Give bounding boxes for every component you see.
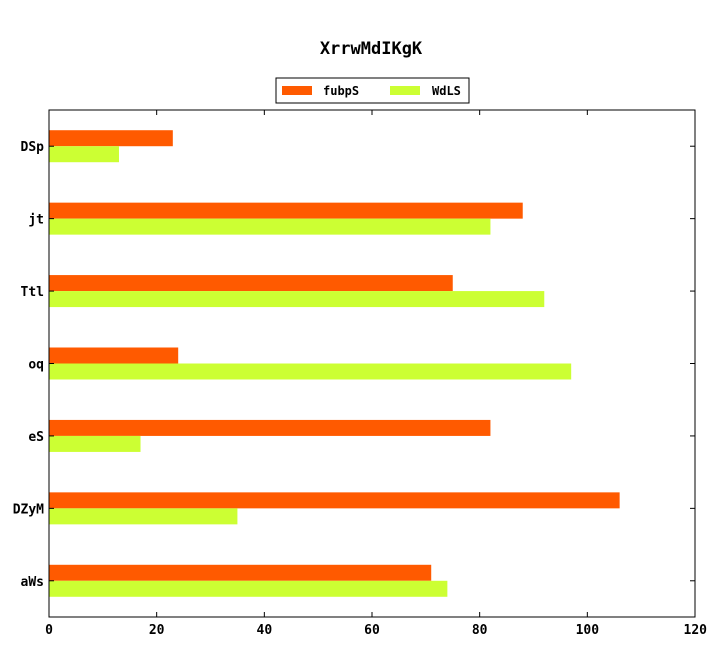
legend-swatch-WdLS <box>390 86 420 95</box>
legend-label-WdLS: WdLS <box>432 84 461 98</box>
x-tick-label-0: 0 <box>45 623 53 638</box>
ticks-group: DSp jt Ttl oq eS DZyM aWs 0 20 40 60 80 100 120 <box>13 110 707 638</box>
x-tick-label-60: 60 <box>364 623 380 638</box>
y-tick-label-oq: oq <box>28 358 44 373</box>
x-tick-label-80: 80 <box>472 623 488 638</box>
bar-fubpS-DSp <box>49 130 173 147</box>
bar-fubpS-jt <box>49 202 523 219</box>
y-tick-label-aWs: aWs <box>21 575 44 590</box>
bar-WdLS-eS <box>49 435 141 452</box>
bar-fubpS-Ttl <box>49 275 453 292</box>
bar-WdLS-jt <box>49 218 491 235</box>
x-tick-label-20: 20 <box>149 623 165 638</box>
bars-group <box>49 130 620 597</box>
y-tick-label-DSp: DSp <box>21 140 45 155</box>
bar-fubpS-DZyM <box>49 492 620 509</box>
bar-WdLS-aWs <box>49 580 448 597</box>
y-tick-label-DZyM: DZyM <box>13 502 44 517</box>
y-tick-label-Ttl: Ttl <box>21 285 44 300</box>
legend-label-fubpS: fubpS <box>323 84 359 98</box>
plot-frame <box>48 109 696 618</box>
legend: fubpS WdLS <box>275 77 470 104</box>
x-tick-label-40: 40 <box>257 623 273 638</box>
bar-fubpS-eS <box>49 419 491 436</box>
bar-WdLS-DZyM <box>49 508 238 525</box>
legend-swatch-fubpS <box>282 86 312 95</box>
bar-WdLS-oq <box>49 363 572 380</box>
y-tick-label-eS: eS <box>28 430 44 445</box>
y-tick-label-jt: jt <box>28 213 44 228</box>
x-tick-label-120: 120 <box>684 623 708 638</box>
bar-WdLS-Ttl <box>49 291 545 308</box>
x-tick-label-100: 100 <box>576 623 600 638</box>
bar-fubpS-aWs <box>49 564 432 581</box>
bar-WdLS-DSp <box>49 146 119 163</box>
chart-title: XrrwMdIKgK <box>320 39 423 59</box>
bar-fubpS-oq <box>49 347 179 364</box>
